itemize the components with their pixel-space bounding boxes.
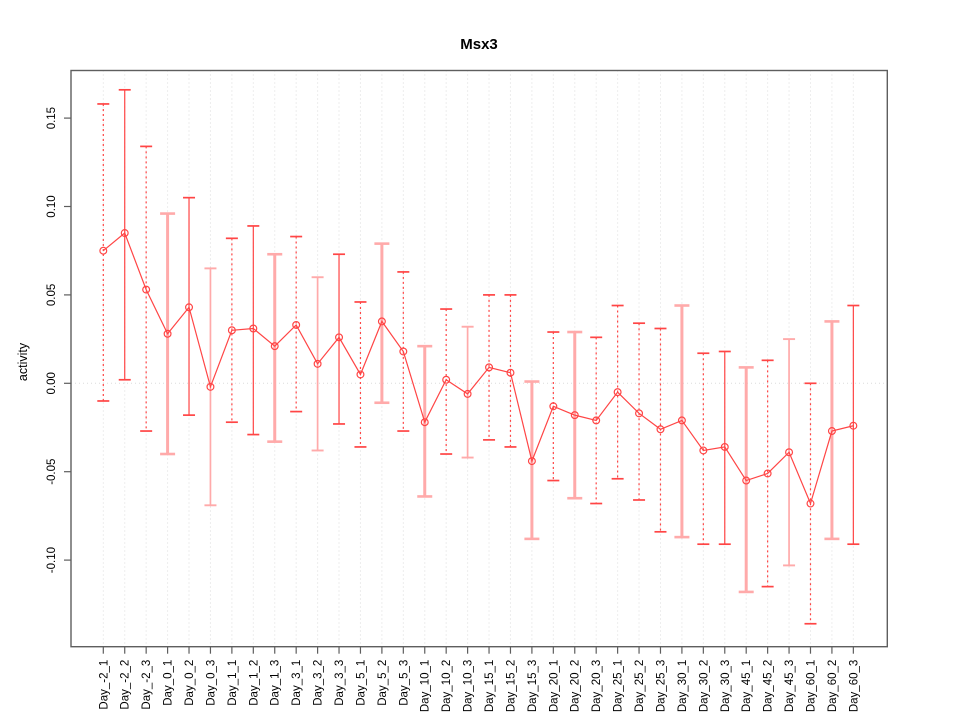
x-axis-label: Day_3_3 bbox=[334, 660, 346, 706]
data-point bbox=[377, 317, 386, 326]
x-axis-label: Day_20_3 bbox=[591, 660, 603, 712]
y-axis-label: 0.00 bbox=[46, 372, 58, 394]
data-point bbox=[227, 326, 236, 335]
y-axis-label: 0.05 bbox=[46, 284, 58, 306]
y-axis-label: 0.10 bbox=[46, 195, 58, 217]
x-axis-label: Day_25_1 bbox=[613, 660, 625, 712]
x-axis-label: Day_5_2 bbox=[377, 660, 389, 706]
data-point bbox=[313, 359, 322, 368]
data-point bbox=[142, 285, 151, 294]
y-axis-label: 0.15 bbox=[46, 107, 58, 129]
data-point bbox=[827, 427, 836, 436]
data-point bbox=[806, 499, 815, 508]
data-point bbox=[185, 303, 194, 312]
data-point bbox=[635, 409, 644, 418]
x-axis-label: Day_45_1 bbox=[741, 660, 753, 712]
plot-border bbox=[70, 69, 888, 648]
data-point bbox=[292, 320, 301, 329]
data-point bbox=[527, 457, 536, 466]
data-point bbox=[699, 446, 708, 455]
x-axis-label: Day_10_3 bbox=[463, 660, 475, 712]
x-axis-label: Day_0_2 bbox=[184, 660, 196, 706]
x-axis-label: Day_1_1 bbox=[227, 660, 239, 706]
x-axis-label: Day_5_1 bbox=[355, 660, 367, 706]
x-axis-label: Day_0_1 bbox=[163, 660, 175, 706]
data-point bbox=[849, 421, 858, 430]
data-point bbox=[99, 246, 108, 255]
y-axis-label: -0.10 bbox=[46, 547, 58, 573]
x-axis-label: Day_30_2 bbox=[698, 660, 710, 712]
data-point bbox=[399, 347, 408, 356]
data-point bbox=[656, 425, 665, 434]
plot-area: Day_-2_1 Day_-2_2 Day_-2_3 Day_0_1 Day_0_2 Da… bbox=[46, 69, 888, 712]
x-axis-label: Day_45_3 bbox=[784, 660, 796, 712]
data-point bbox=[249, 324, 258, 333]
x-axis-label: Day_-2_1 bbox=[98, 660, 110, 710]
data-point bbox=[163, 329, 172, 338]
data-point bbox=[270, 342, 279, 351]
x-axis-label: Day_-2_2 bbox=[120, 660, 132, 710]
x-axis-label: Day_-2_3 bbox=[141, 660, 153, 710]
x-axis-label: Day_5_3 bbox=[398, 660, 410, 706]
chart-title: Msx3 bbox=[460, 36, 498, 53]
data-point bbox=[506, 368, 515, 377]
x-axis-label: Day_60_2 bbox=[827, 660, 839, 712]
data-point bbox=[485, 363, 494, 372]
x-axis-label: Day_60_3 bbox=[848, 660, 860, 712]
x-axis-label: Day_20_2 bbox=[570, 660, 582, 712]
data-point bbox=[742, 476, 751, 485]
x-axis-label: Day_15_2 bbox=[505, 660, 517, 712]
data-point bbox=[356, 370, 365, 379]
data-point bbox=[720, 442, 729, 451]
data-point bbox=[570, 411, 579, 420]
data-point bbox=[549, 402, 558, 411]
x-axis-label: Day_30_3 bbox=[720, 660, 732, 712]
x-axis-label: Day_0_3 bbox=[205, 660, 217, 706]
x-axis-label: Day_10_2 bbox=[441, 660, 453, 712]
x-axis-label: Day_1_3 bbox=[270, 660, 282, 706]
x-axis-label: Day_10_1 bbox=[420, 660, 432, 712]
data-point bbox=[120, 229, 129, 238]
x-axis-label: Day_60_1 bbox=[805, 660, 817, 712]
x-axis-label: Day_3_1 bbox=[291, 660, 303, 706]
data-point bbox=[206, 382, 215, 391]
y-axis-label: -0.05 bbox=[46, 459, 58, 485]
x-axis-label: Day_45_2 bbox=[763, 660, 775, 712]
x-axis-label: Day_15_3 bbox=[527, 660, 539, 712]
x-axis-label: Day_30_1 bbox=[677, 660, 689, 712]
x-axis-label: Day_1_2 bbox=[248, 660, 260, 706]
data-point bbox=[763, 469, 772, 478]
x-axis-label: Day_15_1 bbox=[484, 660, 496, 712]
x-axis-label: Day_3_2 bbox=[313, 660, 325, 706]
data-point bbox=[592, 416, 601, 425]
data-point bbox=[463, 389, 472, 398]
x-axis-label: Day_25_2 bbox=[634, 660, 646, 712]
data-point bbox=[677, 416, 686, 425]
data-point bbox=[420, 418, 429, 427]
x-axis-label: Day_25_3 bbox=[655, 660, 667, 712]
data-point bbox=[785, 448, 794, 457]
data-point bbox=[613, 388, 622, 397]
data-point bbox=[442, 375, 451, 384]
x-axis-label: Day_20_1 bbox=[548, 660, 560, 712]
mean-line bbox=[102, 232, 854, 506]
y-axis-title: activity bbox=[16, 342, 30, 381]
data-point bbox=[335, 333, 344, 342]
